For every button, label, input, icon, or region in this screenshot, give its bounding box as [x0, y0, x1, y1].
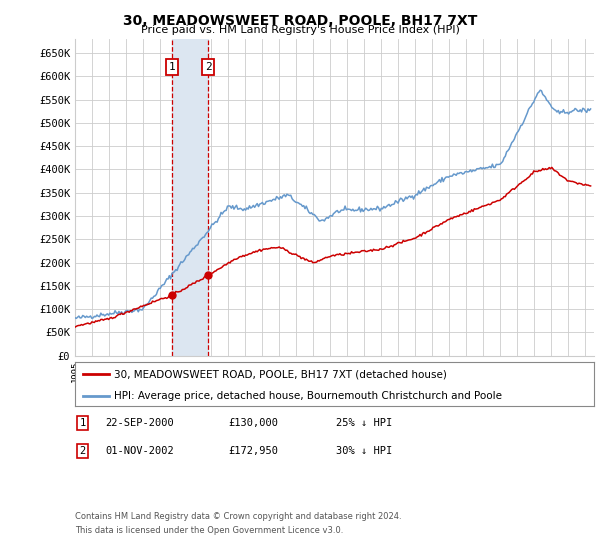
Text: £130,000: £130,000 — [228, 418, 278, 428]
Text: Price paid vs. HM Land Registry's House Price Index (HPI): Price paid vs. HM Land Registry's House … — [140, 25, 460, 35]
Bar — [172, 39, 208, 356]
Text: 2: 2 — [205, 62, 212, 72]
Text: 25% ↓ HPI: 25% ↓ HPI — [336, 418, 392, 428]
Text: 1: 1 — [169, 62, 176, 72]
Text: Contains HM Land Registry data © Crown copyright and database right 2024.: Contains HM Land Registry data © Crown c… — [75, 512, 401, 521]
Text: 30, MEADOWSWEET ROAD, POOLE, BH17 7XT (detached house): 30, MEADOWSWEET ROAD, POOLE, BH17 7XT (d… — [114, 369, 447, 379]
Text: This data is licensed under the Open Government Licence v3.0.: This data is licensed under the Open Gov… — [75, 526, 343, 535]
Text: HPI: Average price, detached house, Bournemouth Christchurch and Poole: HPI: Average price, detached house, Bour… — [114, 391, 502, 402]
Text: 30% ↓ HPI: 30% ↓ HPI — [336, 446, 392, 456]
Text: 22-SEP-2000: 22-SEP-2000 — [105, 418, 174, 428]
Text: 01-NOV-2002: 01-NOV-2002 — [105, 446, 174, 456]
Text: 1: 1 — [80, 418, 86, 428]
Text: £172,950: £172,950 — [228, 446, 278, 456]
Text: 2: 2 — [80, 446, 86, 456]
Text: 30, MEADOWSWEET ROAD, POOLE, BH17 7XT: 30, MEADOWSWEET ROAD, POOLE, BH17 7XT — [123, 14, 477, 28]
